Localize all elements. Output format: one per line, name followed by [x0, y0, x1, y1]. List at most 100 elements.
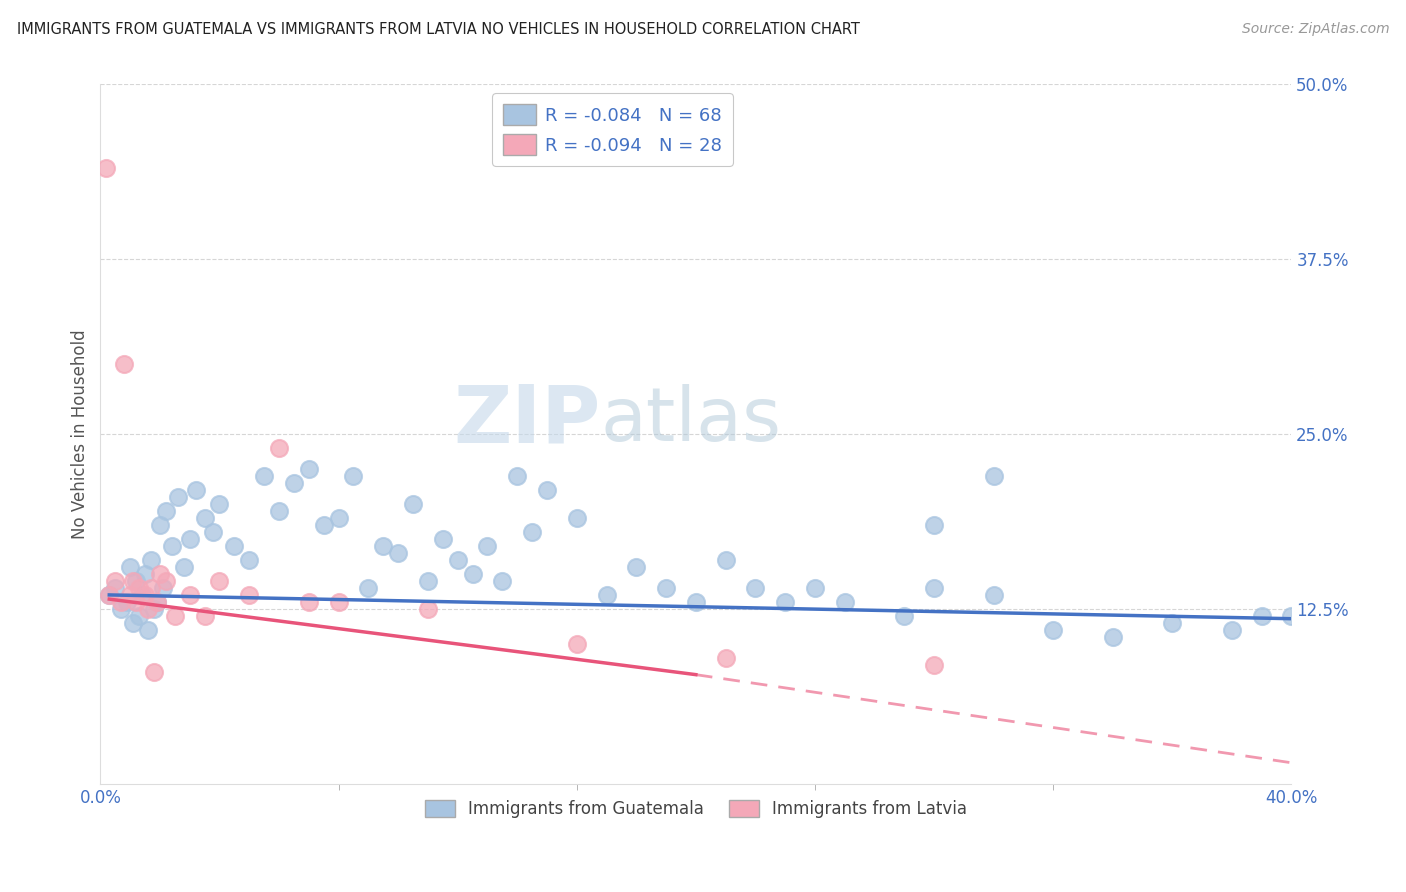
- Point: [110, 595, 132, 609]
- Point: [128, 581, 150, 595]
- Point: [128, 608, 150, 623]
- Point: [160, 539, 183, 553]
- Point: [120, 588, 142, 602]
- Point: [342, 469, 364, 483]
- Point: [134, 566, 156, 581]
- Point: [122, 574, 145, 588]
- Point: [477, 539, 499, 553]
- Point: [173, 560, 195, 574]
- Point: [238, 553, 260, 567]
- Point: [983, 469, 1005, 483]
- Point: [238, 588, 260, 602]
- Point: [461, 566, 484, 581]
- Point: [179, 532, 201, 546]
- Point: [166, 490, 188, 504]
- Point: [253, 469, 276, 483]
- Text: atlas: atlas: [600, 384, 782, 457]
- Point: [149, 566, 172, 581]
- Point: [146, 595, 169, 609]
- Point: [491, 574, 513, 588]
- Point: [98, 588, 121, 602]
- Point: [714, 553, 737, 567]
- Point: [1220, 623, 1243, 637]
- Point: [224, 539, 246, 553]
- Point: [595, 588, 617, 602]
- Point: [184, 483, 207, 497]
- Text: ZIP: ZIP: [453, 381, 600, 459]
- Point: [208, 497, 231, 511]
- Point: [134, 588, 156, 602]
- Point: [983, 588, 1005, 602]
- Point: [125, 574, 148, 588]
- Point: [922, 581, 945, 595]
- Point: [922, 657, 945, 672]
- Text: Source: ZipAtlas.com: Source: ZipAtlas.com: [1241, 22, 1389, 37]
- Point: [193, 511, 215, 525]
- Point: [267, 441, 290, 455]
- Point: [142, 602, 165, 616]
- Point: [714, 651, 737, 665]
- Point: [1279, 608, 1302, 623]
- Point: [98, 588, 121, 602]
- Point: [357, 581, 380, 595]
- Point: [298, 462, 321, 476]
- Point: [922, 518, 945, 533]
- Point: [506, 469, 529, 483]
- Point: [536, 483, 558, 497]
- Point: [146, 595, 169, 609]
- Point: [328, 511, 350, 525]
- Point: [179, 588, 201, 602]
- Point: [96, 161, 118, 176]
- Point: [1042, 623, 1064, 637]
- Point: [685, 595, 707, 609]
- Point: [142, 665, 165, 679]
- Point: [115, 595, 138, 609]
- Point: [565, 511, 588, 525]
- Point: [387, 546, 409, 560]
- Point: [328, 595, 350, 609]
- Point: [104, 581, 127, 595]
- Point: [416, 602, 439, 616]
- Point: [804, 581, 827, 595]
- Point: [1250, 608, 1272, 623]
- Point: [565, 637, 588, 651]
- Point: [139, 553, 162, 567]
- Point: [208, 574, 231, 588]
- Point: [312, 518, 335, 533]
- Point: [131, 588, 153, 602]
- Point: [152, 581, 174, 595]
- Point: [446, 553, 468, 567]
- Point: [125, 595, 148, 609]
- Point: [298, 595, 321, 609]
- Point: [402, 497, 425, 511]
- Point: [139, 581, 162, 595]
- Point: [773, 595, 796, 609]
- Point: [373, 539, 395, 553]
- Point: [104, 574, 127, 588]
- Text: IMMIGRANTS FROM GUATEMALA VS IMMIGRANTS FROM LATVIA NO VEHICLES IN HOUSEHOLD COR: IMMIGRANTS FROM GUATEMALA VS IMMIGRANTS …: [17, 22, 859, 37]
- Point: [136, 602, 159, 616]
- Point: [1161, 615, 1184, 630]
- Point: [110, 602, 132, 616]
- Point: [155, 504, 177, 518]
- Point: [626, 560, 648, 574]
- Point: [267, 504, 290, 518]
- Point: [136, 623, 159, 637]
- Point: [893, 608, 915, 623]
- Point: [112, 357, 135, 371]
- Point: [193, 608, 215, 623]
- Point: [163, 608, 186, 623]
- Point: [416, 574, 439, 588]
- Point: [149, 518, 172, 533]
- Y-axis label: No Vehicles in Household: No Vehicles in Household: [72, 329, 89, 539]
- Legend: Immigrants from Guatemala, Immigrants from Latvia: Immigrants from Guatemala, Immigrants fr…: [418, 793, 974, 824]
- Point: [120, 560, 142, 574]
- Point: [432, 532, 454, 546]
- Point: [1101, 630, 1123, 644]
- Point: [155, 574, 177, 588]
- Point: [122, 615, 145, 630]
- Point: [202, 524, 225, 539]
- Point: [834, 595, 856, 609]
- Point: [520, 524, 543, 539]
- Point: [655, 581, 678, 595]
